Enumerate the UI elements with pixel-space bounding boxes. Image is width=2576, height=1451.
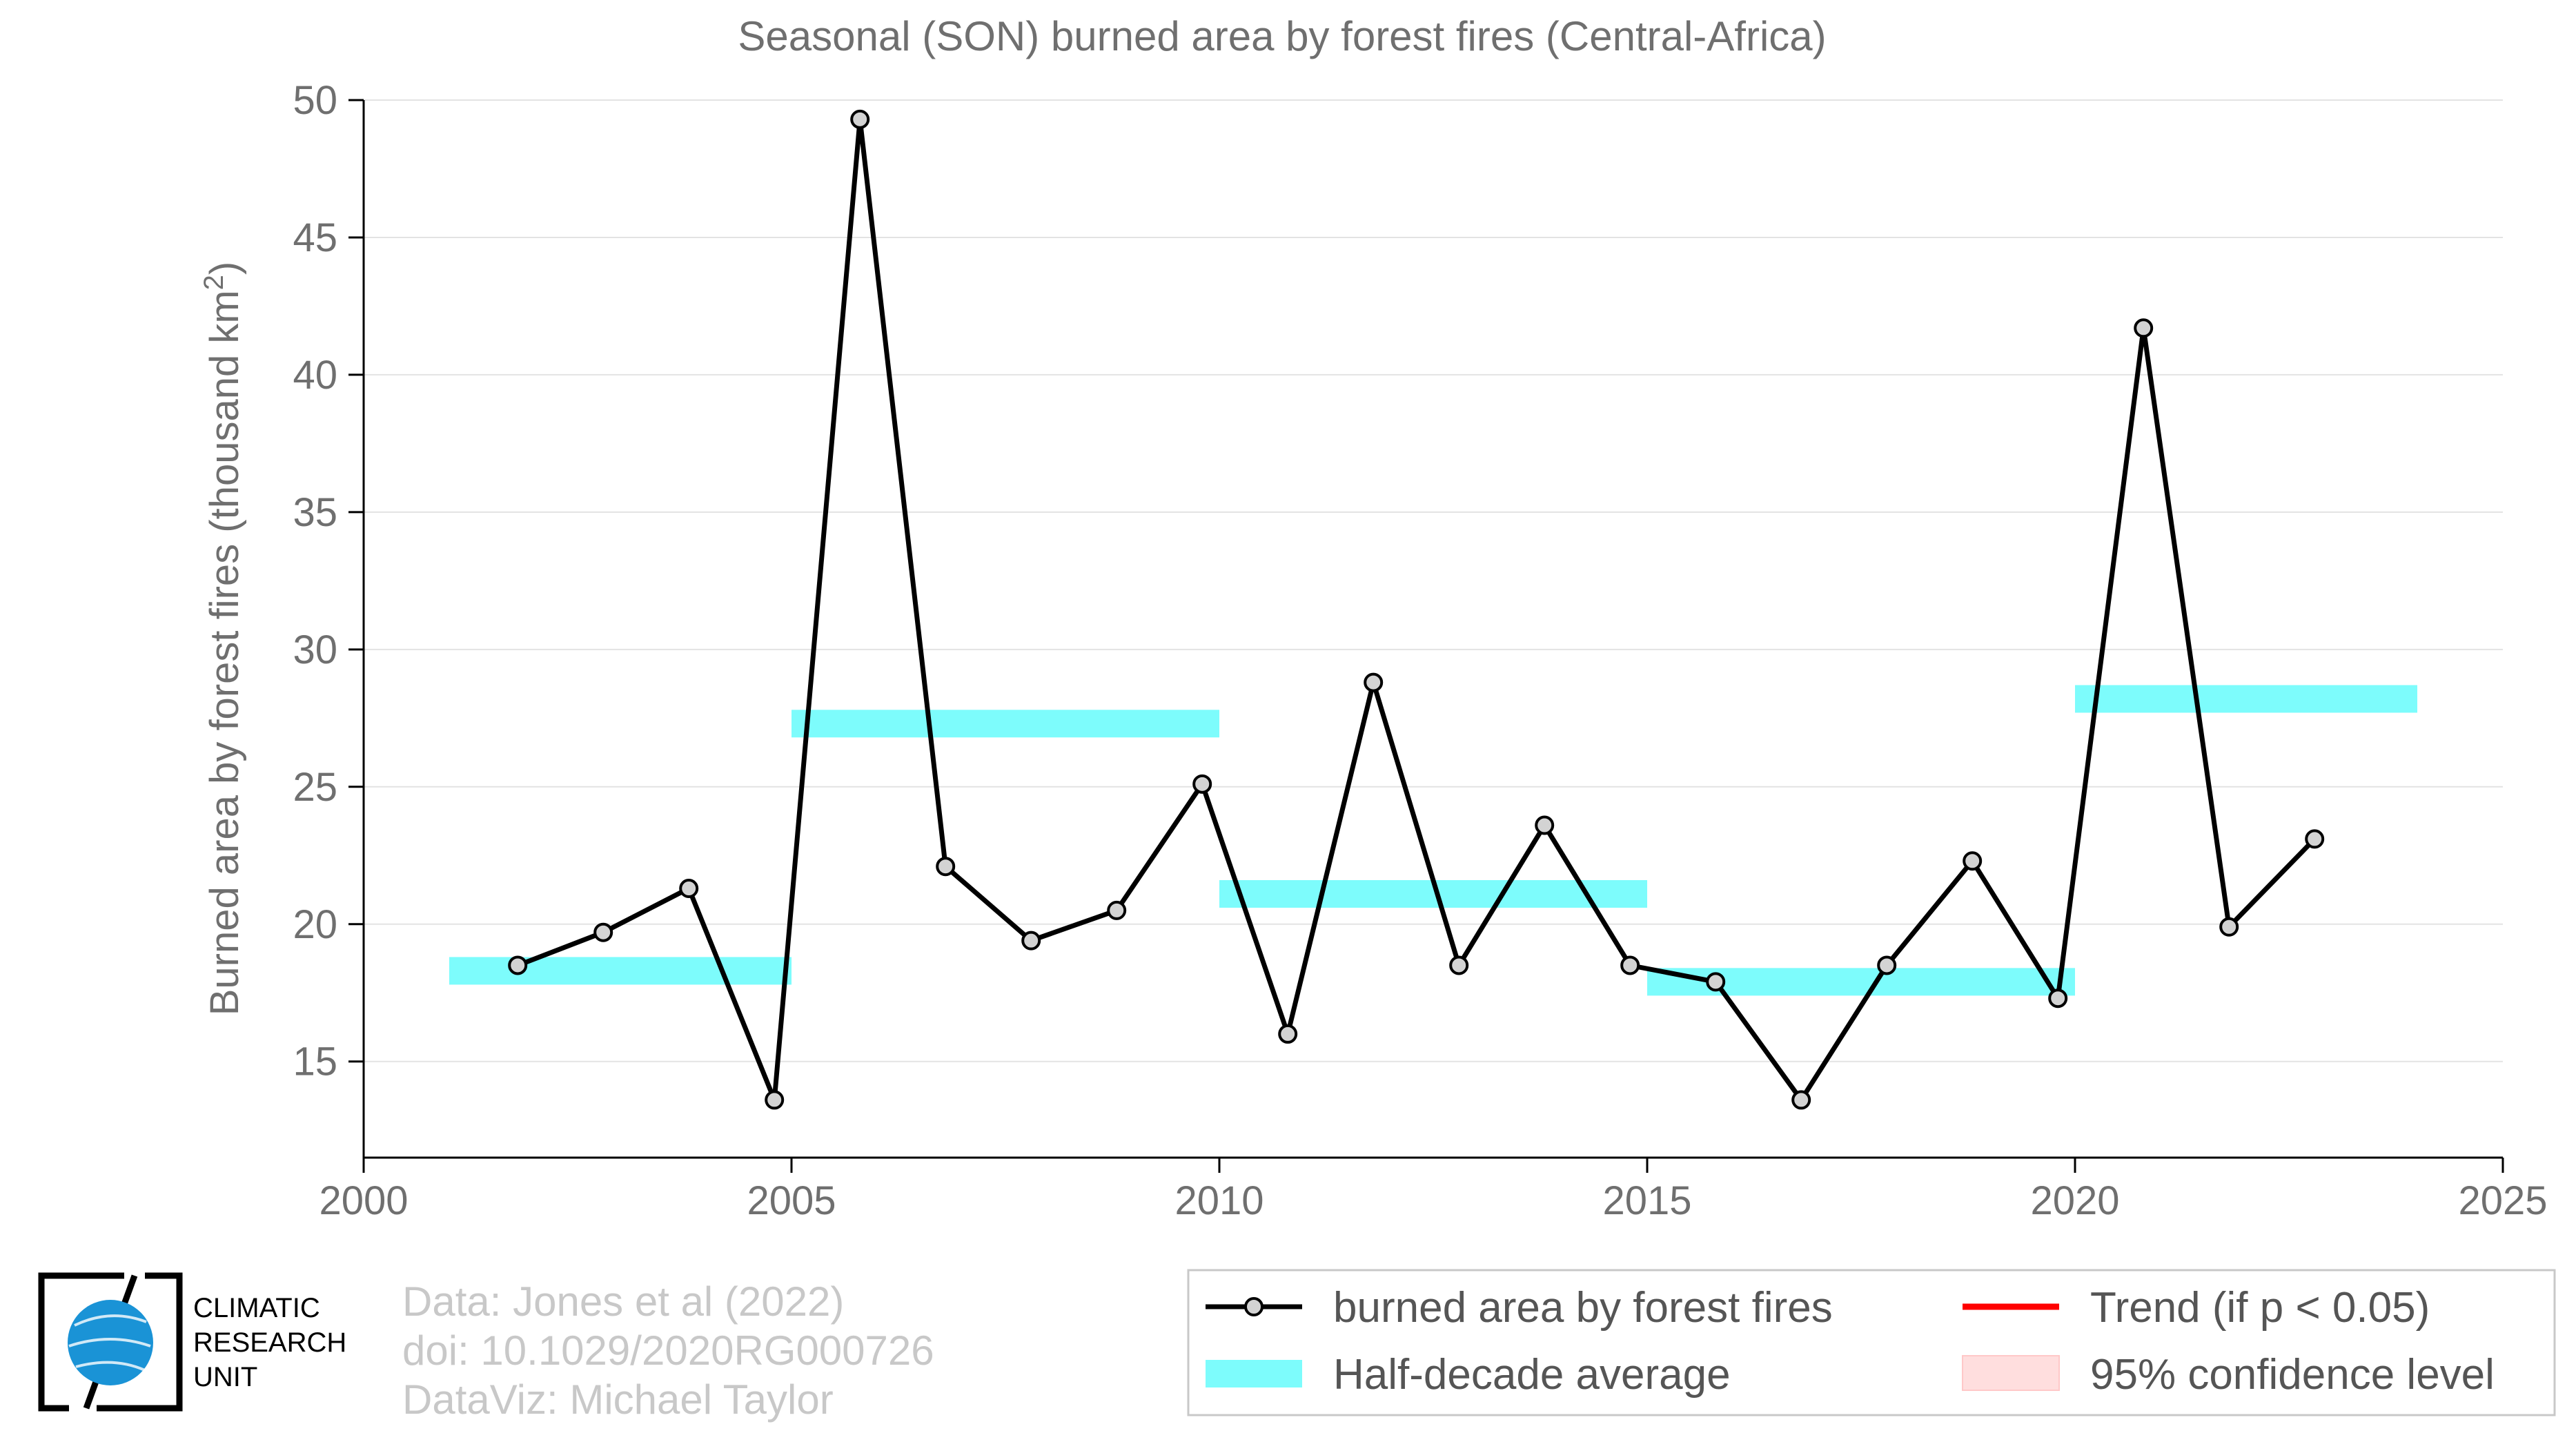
data-point-11 bbox=[1364, 672, 1384, 692]
x-ticks: 2000 2005 2010 2015 2020 2025 bbox=[319, 1158, 2548, 1223]
x-tick-label-2000: 2000 bbox=[319, 1178, 408, 1223]
data-point-21 bbox=[2219, 917, 2239, 937]
legend: burned area by forest fires Half-decade … bbox=[1187, 1269, 2556, 1416]
chart-title: Seasonal (SON) burned area by forest fir… bbox=[738, 13, 1826, 59]
y-tick-label-25: 25 bbox=[293, 765, 337, 810]
legend-label-burned-area: burned area by forest fires bbox=[1333, 1284, 1833, 1332]
data-point-5 bbox=[850, 109, 870, 129]
x-tick-label-2015: 2015 bbox=[1602, 1178, 1691, 1223]
data-point-16 bbox=[1791, 1090, 1811, 1110]
series-points bbox=[508, 109, 2325, 1110]
y-tick-label-50: 50 bbox=[293, 78, 337, 123]
data-point-18 bbox=[1963, 851, 1983, 871]
data-point-9 bbox=[1192, 774, 1212, 794]
data-point-17 bbox=[1877, 955, 1897, 975]
half-decade-band-2 bbox=[792, 710, 1219, 738]
logo-bracket-right bbox=[97, 1272, 183, 1412]
half-decade-band-1 bbox=[449, 957, 792, 985]
legend-marker-icon bbox=[1244, 1297, 1264, 1316]
y-axis-title: Burned area by forest fires (thousand km… bbox=[199, 262, 247, 1016]
x-tick-label-2005: 2005 bbox=[747, 1178, 836, 1223]
logo-bracket-left bbox=[38, 1272, 124, 1412]
x-tick-label-2025: 2025 bbox=[2458, 1178, 2547, 1223]
data-point-1 bbox=[508, 955, 528, 975]
grid-lines bbox=[364, 99, 2503, 1062]
data-point-8 bbox=[1107, 900, 1127, 920]
logo-text-line1: CLIMATIC bbox=[193, 1293, 320, 1323]
y-tick-label-15: 15 bbox=[293, 1040, 337, 1084]
data-point-13 bbox=[1535, 815, 1555, 835]
y-tick-label-20: 20 bbox=[293, 902, 337, 947]
data-point-22 bbox=[2305, 829, 2325, 849]
data-point-15 bbox=[1706, 972, 1726, 992]
data-point-14 bbox=[1620, 955, 1640, 975]
y-tick-label-40: 40 bbox=[293, 353, 337, 398]
y-axis-title-superscript: 2 bbox=[199, 275, 229, 290]
credit-data: Data: Jones et al (2022) bbox=[402, 1278, 844, 1325]
data-point-7 bbox=[1021, 931, 1041, 951]
logo-text-line3: UNIT bbox=[193, 1362, 257, 1392]
data-point-2 bbox=[593, 922, 613, 942]
logo-text-line2: RESEARCH bbox=[193, 1327, 346, 1358]
data-point-19 bbox=[2048, 989, 2068, 1009]
legend-label-trend: Trend (if p < 0.05) bbox=[2090, 1284, 2430, 1332]
data-point-3 bbox=[679, 879, 699, 899]
data-point-4 bbox=[765, 1090, 785, 1110]
y-axis-title-text: Burned area by forest fires (thousand km bbox=[202, 290, 247, 1015]
legend-box bbox=[1187, 1269, 2556, 1416]
data-point-6 bbox=[936, 857, 956, 877]
y-ticks: 15 20 25 30 35 40 45 50 bbox=[293, 78, 364, 1084]
y-tick-label-35: 35 bbox=[293, 490, 337, 535]
data-point-20 bbox=[2134, 318, 2154, 338]
series-line bbox=[516, 117, 2317, 1102]
data-point-10 bbox=[1278, 1024, 1298, 1044]
legend-confidence-swatch bbox=[1962, 1355, 2060, 1391]
x-tick-label-2020: 2020 bbox=[2030, 1178, 2119, 1223]
credit-doi: doi: 10.1029/2020RG000726 bbox=[402, 1327, 934, 1374]
credit-dataviz: DataViz: Michael Taylor bbox=[402, 1376, 834, 1423]
legend-label-confidence: 95% confidence level bbox=[2090, 1351, 2495, 1399]
x-tick-label-2010: 2010 bbox=[1174, 1178, 1264, 1223]
half-decade-band-5 bbox=[2075, 685, 2417, 713]
y-tick-label-45: 45 bbox=[293, 215, 337, 260]
y-axis-title-close: ) bbox=[202, 262, 247, 275]
data-point-12 bbox=[1449, 955, 1469, 975]
half-decade-bands bbox=[449, 685, 2417, 996]
burned-area-line bbox=[516, 117, 2317, 1102]
y-tick-label-30: 30 bbox=[293, 627, 337, 672]
legend-label-half-decade: Half-decade average bbox=[1333, 1351, 1731, 1399]
legend-band-swatch bbox=[1206, 1360, 1302, 1387]
cru-logo: CLIMATIC RESEARCH UNIT bbox=[38, 1272, 346, 1412]
logo-globe-lines bbox=[68, 1314, 151, 1372]
